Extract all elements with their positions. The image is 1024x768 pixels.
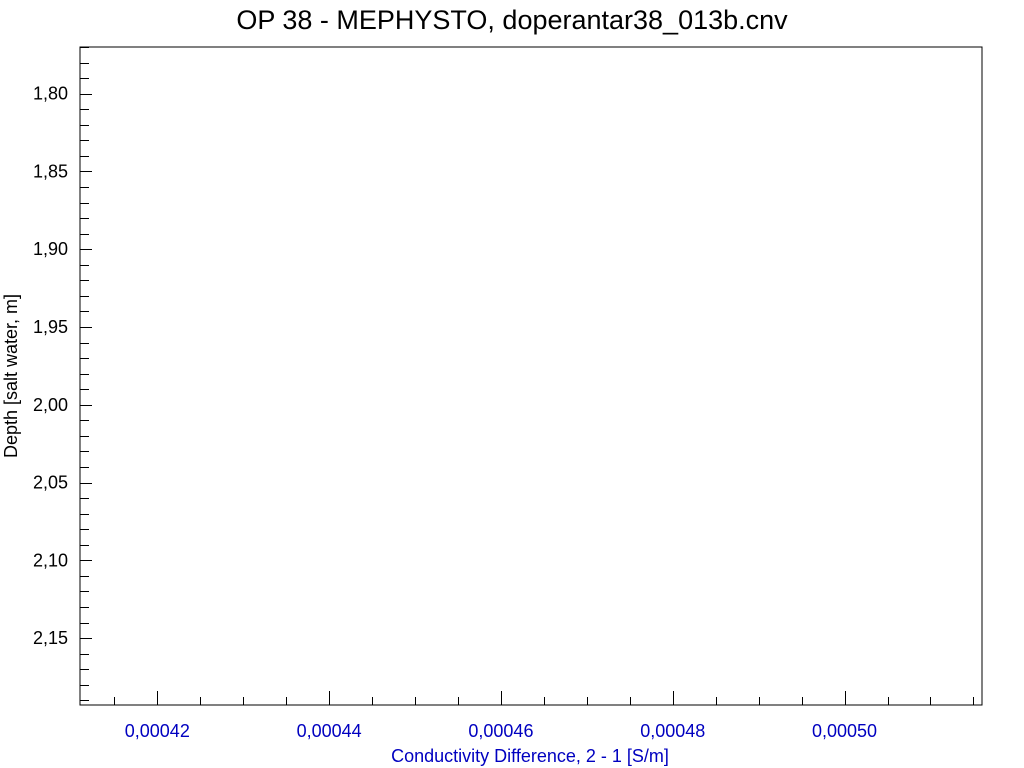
y-axis: 1,80 1,85 1,90 1,95 2,00 2,05 2,10 2,15 xyxy=(33,47,92,701)
chart-title: OP 38 - MEPHYSTO, doperantar38_013b.cnv xyxy=(236,5,788,35)
y-tick-label: 2,05 xyxy=(33,473,68,493)
y-axis-label: Depth [salt water, m] xyxy=(1,294,21,458)
plot-area xyxy=(79,46,983,706)
y-tick-label: 1,80 xyxy=(33,84,68,104)
x-tick-label: 0,00046 xyxy=(468,721,533,741)
x-tick-label: 0,00044 xyxy=(297,721,362,741)
x-axis: 0,00042 0,00044 0,00046 0,00048 0,00050 xyxy=(114,691,974,741)
y-tick-label: 2,00 xyxy=(33,395,68,415)
y-tick-label: 2,10 xyxy=(33,550,68,570)
x-tick-label: 0,00042 xyxy=(125,721,190,741)
x-axis-label: Conductivity Difference, 2 - 1 [S/m] xyxy=(391,746,669,766)
x-tick-label: 0,00048 xyxy=(640,721,705,741)
y-tick-label: 2,15 xyxy=(33,628,68,648)
y-tick-label: 1,95 xyxy=(33,317,68,337)
x-tick-label: 0,00050 xyxy=(812,721,877,741)
y-tick-label: 1,90 xyxy=(33,239,68,259)
y-tick-label: 1,85 xyxy=(33,161,68,181)
